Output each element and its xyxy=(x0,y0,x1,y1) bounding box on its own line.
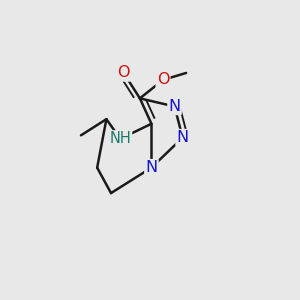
Text: N: N xyxy=(169,99,181,114)
Text: N: N xyxy=(146,160,158,175)
Text: N: N xyxy=(177,130,189,145)
Text: O: O xyxy=(118,65,130,80)
Text: O: O xyxy=(157,72,169,87)
Text: NH: NH xyxy=(110,131,131,146)
